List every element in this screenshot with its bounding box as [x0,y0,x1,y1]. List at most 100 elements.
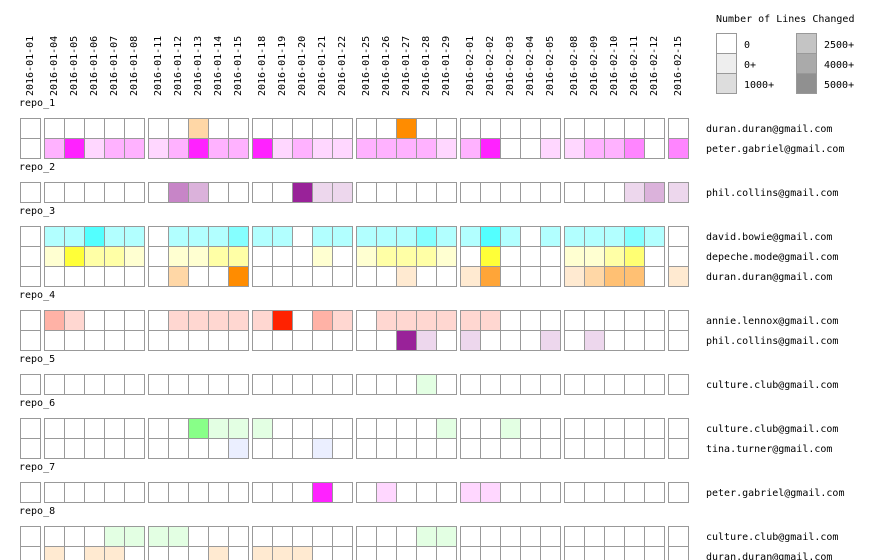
heatmap-cell [332,482,353,503]
heatmap-cell [540,246,561,267]
heatmap-cell [252,182,273,203]
repo-label: repo_7 [19,462,55,473]
heatmap-cell [668,374,689,395]
heatmap-cell [644,310,665,331]
heatmap-cell [668,526,689,547]
heatmap-cell [436,526,457,547]
heatmap-cell [104,182,125,203]
heatmap-cell [188,138,209,159]
heatmap-cell [84,182,105,203]
heatmap-cell [668,182,689,203]
heatmap-cell [188,526,209,547]
heatmap-cell [208,438,229,459]
heatmap-cell [312,330,333,351]
heatmap-cell [84,330,105,351]
date-axis-labels: 2016-01-01 2016-01-04 2016-01-05 2016-01-06… [25,36,684,96]
legend-swatch [716,73,737,94]
heatmap-cell [188,374,209,395]
heatmap-cell [624,310,645,331]
date-label: 2016-01-08 [129,36,140,96]
heatmap-cell [624,246,645,267]
heatmap-cell [168,438,189,459]
heatmap-cell [416,418,437,439]
heatmap-cell [480,546,501,560]
heatmap-cell [208,182,229,203]
heatmap-cell [84,246,105,267]
heatmap-cell [148,330,169,351]
date-label: 2016-01-04 [49,36,60,96]
heatmap-cell [460,266,481,287]
heatmap-cell [148,310,169,331]
heatmap-cell [644,438,665,459]
heatmap-cell [84,310,105,331]
heatmap-cell [436,118,457,139]
heatmap-cell [64,374,85,395]
heatmap-cell [104,526,125,547]
legend-label: 4000+ [824,60,854,71]
heatmap-cell [332,418,353,439]
heatmap-cell [540,374,561,395]
heatmap-cell [460,226,481,247]
heatmap-cell [252,138,273,159]
heatmap-cell [564,182,585,203]
heatmap-cell [356,182,377,203]
heatmap-cell [356,266,377,287]
heatmap-cell [668,546,689,560]
heatmap-cell [500,374,521,395]
user-label: depeche.mode@gmail.com [706,252,838,263]
heatmap-cell [312,246,333,267]
heatmap-cell [520,138,541,159]
heatmap-cell [332,266,353,287]
heatmap-cell [292,226,313,247]
heatmap-cell [500,546,521,560]
heatmap-cell [564,546,585,560]
heatmap-cell [124,482,145,503]
repo-label: repo_4 [19,290,55,301]
heatmap-cell [124,374,145,395]
heatmap-cell [44,546,65,560]
heatmap-cell [208,138,229,159]
heatmap-cell [64,330,85,351]
heatmap-cell [564,526,585,547]
heatmap-cell [416,438,437,459]
heatmap-cell [84,118,105,139]
heatmap-cell [604,526,625,547]
heatmap-cell [252,438,273,459]
heatmap-cell [228,118,249,139]
heatmap-cell [124,246,145,267]
date-label: 2016-02-08 [569,36,580,96]
heatmap-cell [460,438,481,459]
heatmap-cell [540,418,561,439]
heatmap-cell [520,226,541,247]
date-label: 2016-02-11 [629,36,640,96]
heatmap-cell [500,138,521,159]
heatmap-cell [208,374,229,395]
user-label: culture.club@gmail.com [706,424,838,435]
heatmap-cell [84,482,105,503]
heatmap-cell [20,266,41,287]
date-label: 2016-01-19 [277,36,288,96]
heatmap-cell [252,482,273,503]
heatmap-cell [624,546,645,560]
heatmap-cell [272,182,293,203]
user-label: culture.club@gmail.com [706,380,838,391]
heatmap-cell [64,526,85,547]
heatmap-cell [396,138,417,159]
heatmap-cell [168,546,189,560]
heatmap-cell [312,266,333,287]
heatmap-cell [332,546,353,560]
legend-swatch [716,53,737,74]
heatmap-cell [228,138,249,159]
heatmap-cell [416,374,437,395]
heatmap-cell [228,482,249,503]
heatmap-cell [604,182,625,203]
legend-label: 0 [744,40,750,51]
heatmap-cell [436,310,457,331]
heatmap-cell [624,330,645,351]
heatmap-cell [480,138,501,159]
date-label: 2016-01-28 [421,36,432,96]
user-label: culture.club@gmail.com [706,532,838,543]
heatmap-cell [148,546,169,560]
heatmap-cell [124,438,145,459]
heatmap-cell [624,266,645,287]
